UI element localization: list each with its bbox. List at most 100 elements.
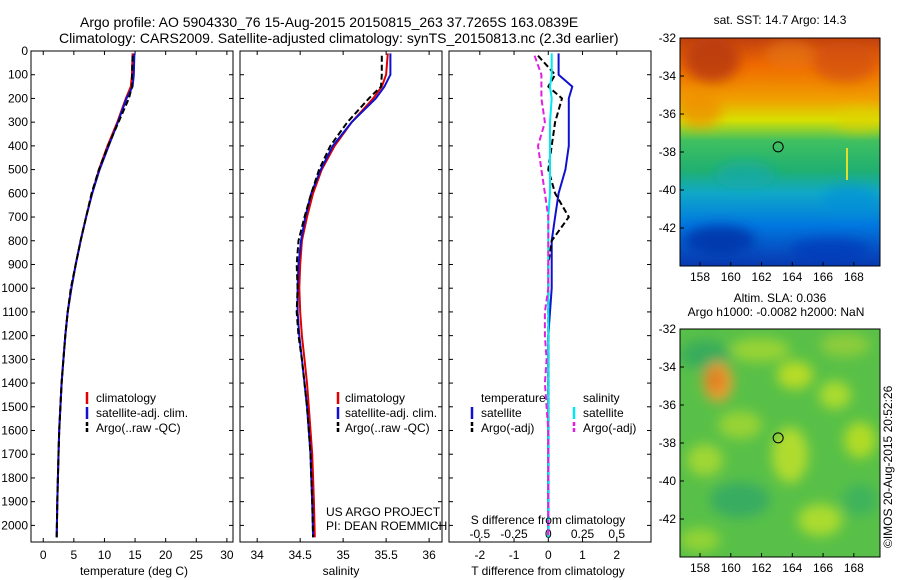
- legend-label-satellite-adj: satellite-adj. clim.: [345, 406, 437, 420]
- lat-tick-label: -40: [659, 474, 677, 488]
- lon-tick-label: 166: [813, 561, 833, 575]
- x-tick-label: 15: [128, 548, 142, 562]
- lon-tick-label: 160: [721, 270, 741, 284]
- lon-tick-label: 164: [782, 561, 802, 575]
- s-difference-label: S difference from climatology: [471, 513, 626, 527]
- depth-tick-label: 1900: [1, 495, 28, 509]
- depth-tick-label: 700: [8, 210, 28, 224]
- lon-tick-label: 158: [690, 561, 710, 575]
- depth-tick-label: 1300: [1, 352, 28, 366]
- salinity-xlabel: salinity: [323, 564, 360, 578]
- legend-title-temperature: temperature: [481, 391, 546, 405]
- temperature-panel: 0100200300400500600700800900100011001200…: [1, 44, 234, 578]
- lon-tick-label: 164: [782, 270, 802, 284]
- legend-label-climatology: climatology: [345, 391, 405, 405]
- legend-label-s-argo: Argo(-adj): [583, 421, 636, 435]
- salinity-axes-frame: [239, 50, 443, 543]
- temperature-legend: climatology satellite-adj. clim. Argo(..…: [85, 391, 188, 435]
- depth-tick-label: 1500: [1, 400, 28, 414]
- x-tick-label: 0: [545, 548, 552, 562]
- depth-tick-label: 1600: [1, 424, 28, 438]
- t-difference-axis: -2 -1 0 1 2: [474, 51, 620, 562]
- sst-map-title: sat. SST: 14.7 Argo: 14.3: [714, 13, 847, 27]
- x-tick-label: 20: [159, 548, 173, 562]
- salinity-legend: climatology satellite-adj. clim. Argo(..…: [336, 391, 437, 435]
- difference-panel: -2 -1 0 1 2 -0.5 -0.25 0 0.25 0.5 S difference f…: [448, 50, 652, 578]
- legend-label-argo: Argo(..raw -QC): [96, 421, 181, 435]
- x-tick-label: 36: [422, 548, 436, 562]
- depth-tick-label: 400: [8, 139, 28, 153]
- difference-axes-frame: [448, 50, 652, 543]
- lon-tick-label: 160: [721, 561, 741, 575]
- depth-tick-label: 2000: [1, 518, 28, 532]
- temperature-axis: 0 5 10 15 20 25 30: [40, 51, 234, 562]
- difference-legend: temperature salinity satellite Argo(-adj…: [470, 391, 636, 435]
- depth-tick-label: 1700: [1, 447, 28, 461]
- difference-series: [533, 53, 574, 538]
- legend-label-satellite-adj: satellite-adj. clim.: [96, 406, 188, 420]
- t-difference-xlabel: T difference from climatology: [471, 564, 625, 578]
- depth-tick-label: 100: [8, 68, 28, 82]
- difference-depth-ticks: [449, 50, 651, 526]
- x-tick-label: -2: [474, 548, 485, 562]
- legend-label-argo: Argo(..raw -QC): [345, 421, 430, 435]
- x-tick-label: 1: [579, 548, 586, 562]
- satellite-adj-clim-line: [55, 53, 136, 538]
- x-tick-label: 35.5: [374, 548, 398, 562]
- lon-tick-label: 166: [813, 270, 833, 284]
- x-tick-label: 5: [71, 548, 78, 562]
- depth-tick-label: 1000: [1, 281, 28, 295]
- salinity-axis: 34 34.5 35 35.5 36: [251, 51, 436, 562]
- depth-tick-label: 900: [8, 257, 28, 271]
- salinity-series: [295, 53, 392, 538]
- lat-tick-label: -34: [659, 69, 677, 83]
- x-tick-label: 25: [190, 548, 204, 562]
- lat-tick-label: -42: [659, 221, 677, 235]
- project-credit: US ARGO PROJECT: [326, 505, 441, 519]
- salinity-panel: 34 34.5 35 35.5 36 salinity climatology sate…: [239, 50, 447, 578]
- depth-tick-label: 800: [8, 234, 28, 248]
- sst-map: sat. SST: 14.7 Argo: 14.3 158 160 162 164 16…: [659, 13, 881, 284]
- lat-tick-label: -38: [659, 436, 677, 450]
- figure-title-line1: Argo profile: AO 5904330_76 15-Aug-2015 …: [80, 14, 578, 30]
- depth-axis: 0 100 200 300 400 500 600 700 800 900 1000 1100 1200…: [1, 44, 233, 532]
- sla-map-ticks: 158 160 162 164 166 168 -32 -34 -36 -38 -40 -42: [659, 322, 865, 575]
- lat-tick-label: -40: [659, 183, 677, 197]
- depth-tick-label: 600: [8, 186, 28, 200]
- lat-tick-label: -34: [659, 360, 677, 374]
- s-tick-label: -0.25: [500, 527, 528, 541]
- temperature-series: [55, 53, 136, 538]
- legend-label-t-satellite: satellite: [481, 406, 522, 420]
- sla-map-subtitle: Argo h1000: -0.0082 h2000: NaN: [688, 305, 865, 319]
- legend-title-salinity: salinity: [583, 391, 620, 405]
- figure-title-line2: Climatology: CARS2009. Satellite-adjuste…: [59, 30, 619, 46]
- s-tick-label: 0.5: [608, 527, 625, 541]
- x-tick-label: 30: [220, 548, 234, 562]
- depth-tick-label: 1200: [1, 329, 28, 343]
- s-tick-label: 0.25: [571, 527, 595, 541]
- depth-tick-label: 200: [8, 91, 28, 105]
- sla-map: Altim. SLA: 0.036 Argo h1000: -0.0082 h2…: [659, 291, 881, 575]
- salinity-depth-ticks: [240, 50, 442, 526]
- sst-field-texture: [680, 38, 880, 262]
- x-tick-label: 34: [251, 548, 265, 562]
- temperature-xlabel: temperature (deg C): [80, 564, 188, 578]
- lat-tick-label: -32: [659, 31, 677, 45]
- lat-tick-label: -36: [659, 398, 677, 412]
- x-tick-label: 2: [613, 548, 620, 562]
- lon-tick-label: 162: [752, 561, 772, 575]
- imos-timestamp: ©IMOS 20-Aug-2015 20:52:26: [881, 385, 895, 548]
- legend-label-climatology: climatology: [96, 391, 156, 405]
- s-difference-tick-labels: -0.5 -0.25 0 0.25 0.5: [469, 527, 625, 541]
- salinity-argo-adj-line: [533, 55, 550, 538]
- depth-tick-label: 1400: [1, 376, 28, 390]
- lon-tick-label: 168: [844, 561, 864, 575]
- sla-map-title: Altim. SLA: 0.036: [734, 291, 827, 305]
- depth-tick-label: 1100: [2, 305, 28, 319]
- temperature-axes-frame: [30, 50, 234, 543]
- lon-tick-label: 162: [752, 270, 772, 284]
- lon-tick-label: 168: [844, 270, 864, 284]
- argo-raw-qc-line: [55, 55, 134, 538]
- argo-raw-qc-line: [295, 55, 383, 538]
